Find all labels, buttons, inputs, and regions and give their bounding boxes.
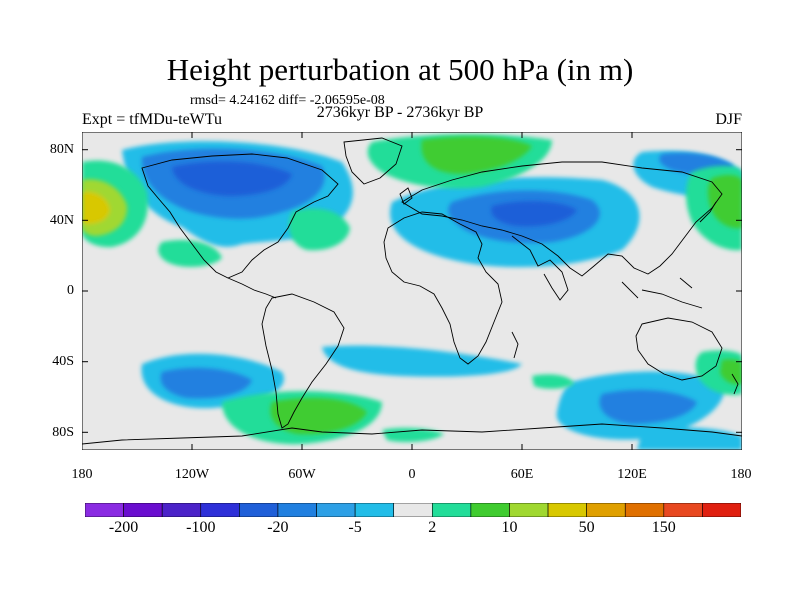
y-tick-marks <box>82 149 742 433</box>
x-tick-label-180w: 180 <box>71 467 93 482</box>
colorbar-label: 2 <box>428 519 437 536</box>
y-tick-label-0: 0 <box>67 283 74 298</box>
coast-madagascar <box>511 331 519 359</box>
colorbar-swatch <box>586 503 626 517</box>
colorbar <box>85 503 741 517</box>
coastlines <box>82 137 742 445</box>
coast-japan <box>699 201 717 223</box>
coast-antarctica <box>82 423 742 445</box>
colorbar-label: 150 <box>651 519 676 536</box>
x-tick-label-180e: 180 <box>730 467 752 482</box>
contour-npac-orange <box>82 191 110 224</box>
contour-sa-mid <box>160 367 252 399</box>
colorbar-swatch <box>624 503 665 517</box>
coast-se-asia-islands <box>621 277 703 309</box>
coast-central-america <box>227 277 277 299</box>
season-label: DJF <box>715 111 742 128</box>
contour-wpac-core <box>707 175 742 229</box>
colorbar-swatch <box>277 503 317 517</box>
x-tick-label-60e: 60E <box>510 467 534 482</box>
map-plot <box>82 132 742 450</box>
colorbar-swatch <box>663 503 703 517</box>
coast-africa-europe <box>383 211 503 365</box>
contour-na-core <box>172 161 292 196</box>
coast-greenland <box>343 137 403 185</box>
colorbar-swatch <box>509 503 549 517</box>
subtitle: 2736kyr BP - 2736kyr BP <box>316 104 484 121</box>
y-tick-label-40n: 40N <box>49 213 74 228</box>
colorbar-swatch <box>161 503 202 517</box>
colorbar-swatch <box>393 503 433 517</box>
contour-sind-pos <box>532 374 574 389</box>
contour-eurasia-core <box>491 201 577 227</box>
colorbar-swatch <box>316 503 356 517</box>
coast-eurasia <box>401 161 723 277</box>
x-tick-label-0: 0 <box>408 467 416 482</box>
stats-line: rmsd= 4.24162 diff= -2.06595e-08 <box>190 93 385 108</box>
x-tick-marks <box>82 132 742 450</box>
contour-ant-light <box>637 427 742 450</box>
colorbar-label: -100 <box>186 519 216 536</box>
contour-spac-core <box>720 359 742 385</box>
colorbar-swatch <box>547 503 587 517</box>
colorbar-swatch <box>85 503 124 517</box>
colorbar-label: -200 <box>108 519 139 536</box>
plot-title: Height perturbation at 500 hPa (in m) <box>166 52 634 87</box>
colorbar-swatch <box>702 503 741 517</box>
contour-fields <box>82 134 742 450</box>
x-tick-label-120e: 120E <box>617 467 647 482</box>
contour-watl-pos <box>288 208 350 251</box>
colorbar-label: -5 <box>348 519 362 536</box>
colorbar-label: 50 <box>578 519 595 536</box>
experiment-label: Expt = tfMDu-teWTu <box>82 111 222 128</box>
colorbar-label: -20 <box>267 519 289 536</box>
coast-north-america <box>141 153 339 279</box>
coast-uk <box>399 187 413 205</box>
x-tick-label-60w: 60W <box>288 467 316 482</box>
coast-new-zealand <box>731 373 739 395</box>
coast-south-america <box>261 293 345 429</box>
contour-namer-pos <box>158 239 222 267</box>
colorbar-swatch <box>431 503 472 517</box>
contour-satl-light <box>322 345 522 377</box>
colorbar-swatch <box>239 503 279 517</box>
y-tick-label-80n: 80N <box>49 142 74 157</box>
colorbar-swatch <box>200 503 240 517</box>
contour-satl-core <box>270 397 367 435</box>
colorbar-swatch <box>123 503 163 517</box>
y-tick-label-40s: 40S <box>52 354 74 369</box>
y-tick-label-80s: 80S <box>52 425 74 440</box>
contour-natl-core <box>421 136 532 174</box>
x-tick-label-120w: 120W <box>174 467 210 482</box>
coast-australia <box>635 317 723 381</box>
colorbar-label: 10 <box>501 519 518 536</box>
coast-arabia-india <box>511 235 569 301</box>
colorbar-swatch <box>354 503 395 517</box>
contour-ssa-pos <box>382 427 444 442</box>
colorbar-swatch <box>470 503 510 517</box>
contour-aus-mid <box>599 389 697 424</box>
